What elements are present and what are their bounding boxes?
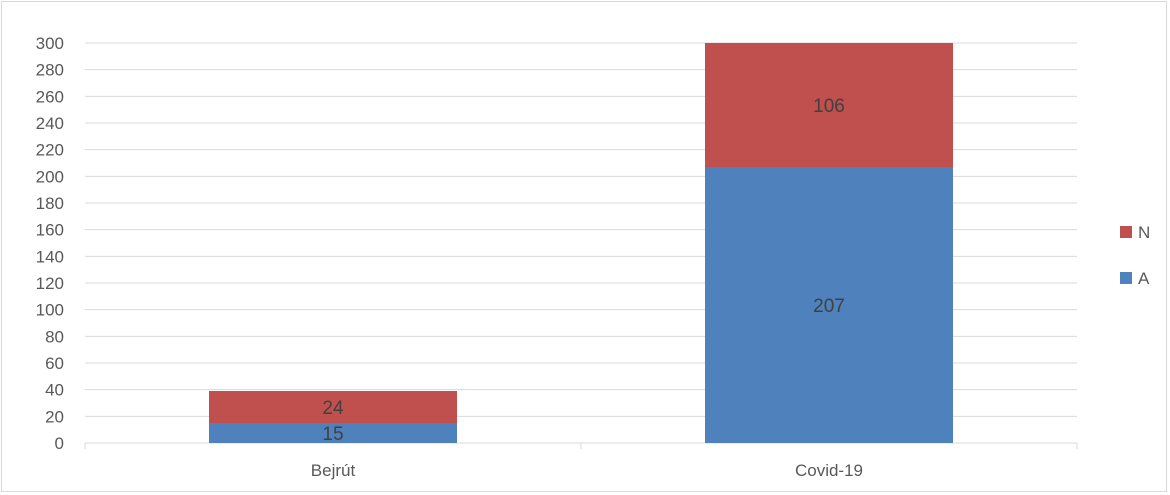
legend-swatch-a xyxy=(1120,272,1132,284)
category-label: Covid-19 xyxy=(795,461,863,480)
bar-segment-n xyxy=(705,43,953,167)
y-tick-label: 80 xyxy=(45,327,64,346)
y-tick-label: 100 xyxy=(36,301,64,320)
legend-swatch-n xyxy=(1120,226,1132,238)
data-label: 106 xyxy=(813,96,845,117)
y-tick-label: 0 xyxy=(55,434,64,453)
data-label: 24 xyxy=(322,398,344,419)
data-label: 207 xyxy=(813,296,845,317)
x-axis: Bejrút Covid-19 xyxy=(84,442,1078,480)
bar-segment-n xyxy=(209,391,457,423)
y-tick-label: 160 xyxy=(36,221,64,240)
y-tick-label: 300 xyxy=(36,34,64,53)
y-tick-label: 240 xyxy=(36,114,64,133)
y-tick-label: 260 xyxy=(36,87,64,106)
legend-label: N xyxy=(1138,223,1150,242)
legend-label: A xyxy=(1138,269,1150,288)
y-tick-label: 120 xyxy=(36,274,64,293)
y-tick-label: 140 xyxy=(36,247,64,266)
bars xyxy=(209,43,953,443)
y-tick-label: 20 xyxy=(45,407,64,426)
y-tick-label: 40 xyxy=(45,381,64,400)
category-label: Bejrút xyxy=(311,461,356,480)
y-tick-label: 180 xyxy=(36,194,64,213)
bar-segment-a xyxy=(705,167,953,443)
y-tick-label: 280 xyxy=(36,61,64,80)
y-axis: 0 20 40 60 80 100 120 140 160 180 200 220 240 260 280 3… xyxy=(36,34,64,453)
y-tick-label: 220 xyxy=(36,141,64,160)
data-labels: 15 24 207 106 xyxy=(322,96,844,445)
y-tick-label: 200 xyxy=(36,167,64,186)
y-tick-label: 60 xyxy=(45,354,64,373)
data-label: 15 xyxy=(322,424,343,445)
bar-segment-a xyxy=(209,423,457,443)
legend: NA xyxy=(1120,223,1150,288)
